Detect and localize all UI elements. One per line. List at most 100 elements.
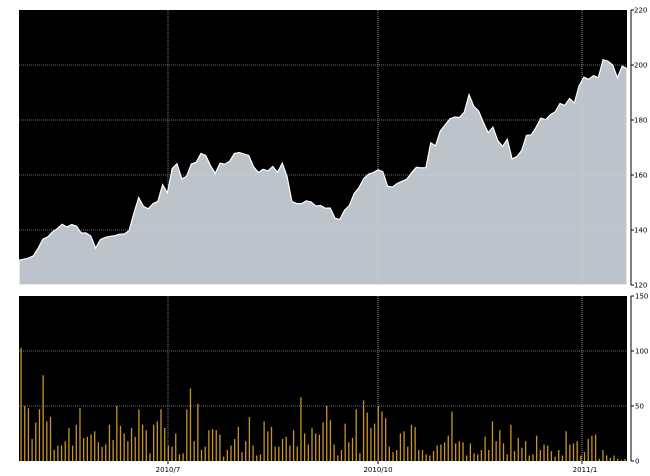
volume-bar (373, 423, 376, 461)
volume-bar (68, 428, 70, 461)
volume-bar (329, 420, 332, 461)
volume-bar (215, 430, 217, 461)
volume-bar (175, 433, 177, 461)
volume-bar (407, 446, 409, 461)
volume-bar (178, 454, 181, 461)
volume-bar (624, 458, 626, 461)
volume-bar (108, 424, 111, 461)
volume-bar (381, 411, 383, 461)
volume-bar (617, 458, 619, 461)
volume-bar (141, 424, 144, 461)
volume-bar (340, 450, 343, 461)
volume-bar (101, 446, 103, 461)
volume-bar (572, 443, 575, 461)
volume-bar (204, 446, 206, 461)
volume-bar (359, 453, 361, 461)
price-y-tick-label: 200 (634, 62, 647, 70)
volume-bar (351, 437, 354, 461)
volume-bar (399, 433, 402, 461)
volume-panel: 0 50 100 150 2010/7 2010/10 2011/1 (19, 293, 648, 474)
volume-bar (385, 418, 387, 461)
volume-bar (414, 426, 416, 461)
volume-bar (447, 435, 449, 461)
price-y-tick-label: 160 (634, 172, 647, 180)
volume-bar (83, 437, 85, 461)
price-y-tick-label: 220 (634, 7, 647, 15)
x-tick-label: 2010/10 (363, 466, 392, 474)
price-y-tick-label: 120 (634, 282, 647, 290)
volume-bar (160, 409, 162, 461)
volume-bar (477, 454, 479, 461)
volume-bar (583, 452, 586, 461)
volume-bar (24, 406, 26, 461)
volume-bar (278, 446, 280, 461)
volume-bar (289, 445, 291, 461)
volume-bar (370, 428, 372, 461)
volume-bar (326, 406, 328, 461)
volume-bar (495, 441, 497, 461)
volume-bar (429, 455, 431, 461)
volume-y-tick-label: 50 (635, 403, 644, 411)
volume-bar (558, 450, 560, 461)
volume-bar (112, 440, 114, 461)
volume-bar (576, 441, 578, 461)
volume-bar (145, 430, 147, 461)
volume-bar (569, 444, 571, 461)
volume-bar (79, 408, 81, 461)
volume-bar (532, 454, 534, 461)
price-y-tick-label: 140 (634, 227, 647, 235)
volume-bar (237, 426, 239, 461)
volume-bar (510, 424, 512, 461)
volume-bar (613, 455, 615, 461)
volume-bar (64, 441, 66, 461)
volume-bar (440, 444, 442, 461)
volume-bar (488, 450, 490, 461)
volume-bar (580, 455, 582, 461)
x-tick-label: 2010/7 (156, 466, 181, 474)
volume-bar (256, 455, 258, 461)
volume-bar (208, 430, 210, 461)
volume-bar (318, 434, 321, 461)
volume-bar (554, 456, 556, 461)
price-area (18, 59, 628, 286)
volume-bar (86, 436, 88, 461)
volume-bar (252, 445, 254, 461)
volume-bar (322, 422, 324, 461)
volume-bar (300, 397, 302, 461)
volume-bar (116, 406, 118, 461)
volume-bar (528, 455, 530, 461)
volume-bar (480, 450, 483, 461)
volume-bar (454, 443, 457, 461)
volume-bar (484, 436, 486, 461)
volume-y-tick-label: 100 (635, 348, 648, 356)
volume-bar (222, 456, 225, 461)
volume-bar (451, 411, 453, 461)
volume-bar (443, 442, 446, 461)
volume-bar (164, 428, 166, 461)
volume-bar (491, 421, 494, 461)
volume-bar (182, 453, 184, 461)
volume-bar (167, 445, 170, 461)
volume-bar (60, 445, 63, 461)
volume-bar (410, 424, 413, 461)
volume-bar (245, 441, 247, 461)
volume-bar (355, 409, 357, 461)
volume-bar (274, 446, 276, 461)
volume-bar (226, 450, 228, 461)
volume-bar (31, 439, 33, 461)
volume-bar (403, 431, 405, 461)
volume-bar (550, 451, 553, 461)
volume-y-tick-label: 0 (635, 458, 639, 466)
volume-bar (591, 435, 593, 461)
volume-bar (315, 433, 317, 461)
volume-bar (539, 450, 541, 461)
volume-bar (130, 428, 133, 461)
volume-bar (418, 450, 420, 461)
volume-bar (458, 441, 460, 461)
volume-bar (536, 435, 538, 461)
volume-bar (171, 446, 173, 461)
volume-bar (337, 455, 339, 461)
volume-bar (296, 446, 298, 461)
volume-bar (189, 388, 192, 461)
